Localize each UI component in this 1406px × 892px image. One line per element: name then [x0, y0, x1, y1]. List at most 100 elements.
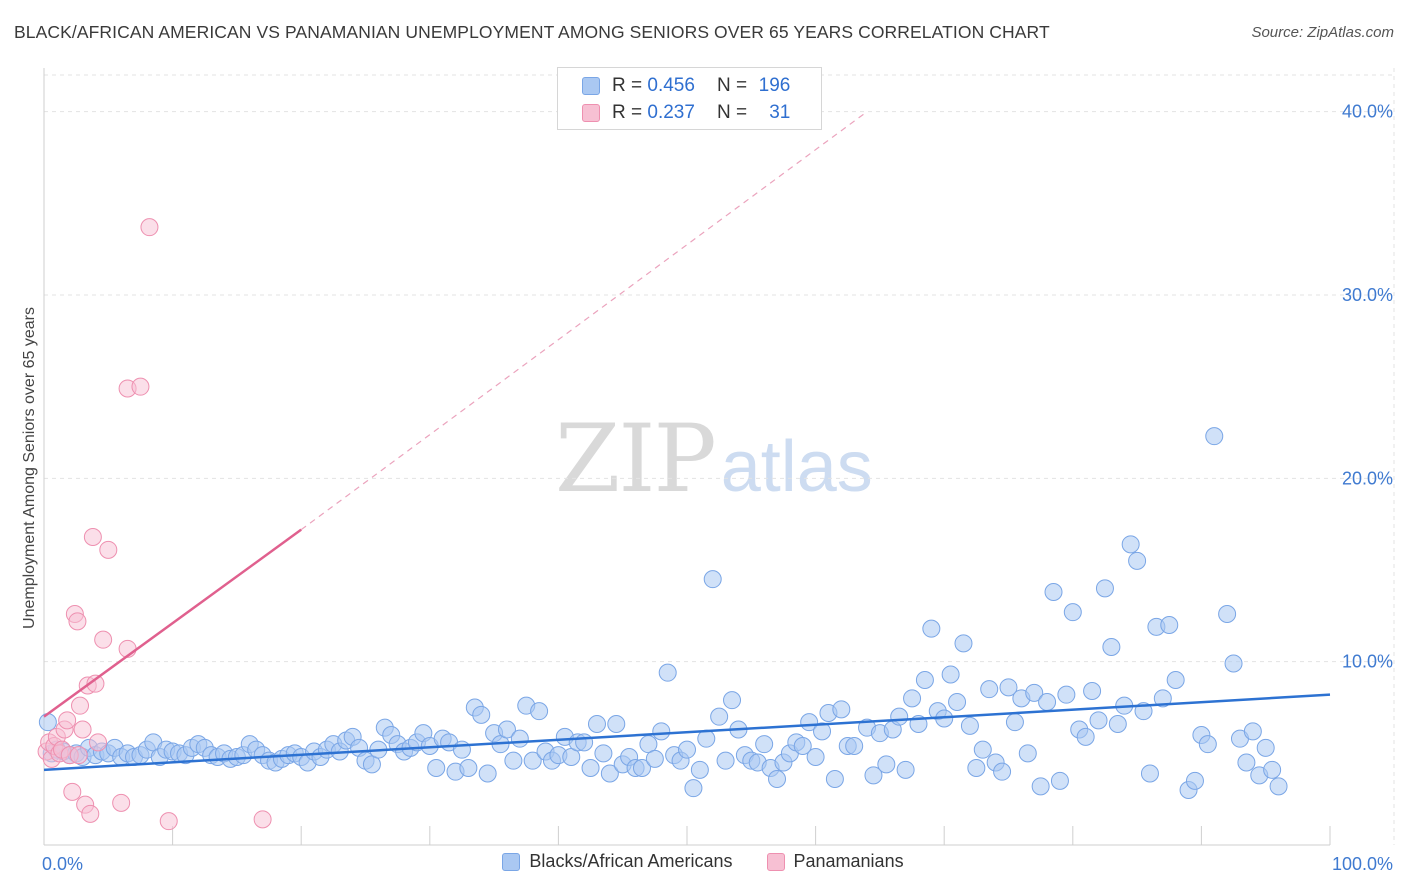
blue-point	[967, 759, 986, 777]
blue-point	[587, 715, 606, 733]
blue-point	[1044, 583, 1063, 601]
blue-point	[523, 751, 542, 770]
blue-point	[825, 770, 844, 788]
stats-r-label: R =	[612, 75, 643, 96]
x-tick-label: 0.0%	[42, 854, 83, 874]
blue-point	[645, 749, 664, 768]
y-tick-label: 30.0%	[1342, 285, 1393, 305]
blue-point	[999, 678, 1018, 697]
blue-point	[922, 619, 941, 638]
blue-point	[723, 691, 742, 710]
stats-n-value: 196	[758, 75, 791, 96]
blue-point	[1063, 603, 1082, 622]
legend-swatch-blue	[502, 852, 521, 871]
blue-point	[703, 570, 722, 589]
blue-point	[954, 634, 973, 653]
blue-point	[1140, 764, 1159, 783]
stats-row-blacks: R = 0.456 N = 196	[582, 73, 790, 99]
pink-point	[112, 793, 131, 812]
stats-swatch-blue	[582, 77, 600, 95]
stats-swatch-pink	[582, 104, 600, 122]
pink-point	[86, 674, 105, 693]
blue-point	[973, 740, 992, 759]
blue-point	[1018, 744, 1037, 763]
blue-point	[993, 762, 1012, 781]
blue-point	[793, 737, 812, 755]
blue-point	[813, 722, 832, 741]
blue-trend-line	[43, 693, 1331, 772]
pink-point	[140, 218, 159, 237]
blue-point	[607, 715, 626, 733]
pink-point	[73, 720, 92, 739]
blue-point	[845, 737, 864, 755]
y-tick-label: 40.0%	[1342, 102, 1393, 122]
blue-point	[1237, 753, 1256, 772]
blue-point	[1205, 427, 1224, 446]
blue-point	[1263, 760, 1282, 779]
pink-point	[99, 540, 118, 559]
pink-point	[94, 630, 113, 649]
blue-point	[1050, 771, 1069, 790]
legend-swatch-pink	[766, 852, 785, 871]
blue-point	[472, 705, 491, 724]
blue-point	[530, 702, 549, 721]
blue-point	[1108, 715, 1127, 733]
blue-point	[1256, 738, 1275, 757]
watermark: ZIPatlas	[555, 405, 873, 514]
stats-n-label: N =	[716, 102, 748, 123]
blue-point	[1025, 683, 1044, 702]
y-tick-label: 20.0%	[1342, 468, 1393, 488]
blue-point	[600, 764, 619, 783]
blue-point	[427, 759, 446, 777]
pink-point	[89, 733, 108, 752]
blue-point	[594, 744, 613, 763]
blue-point	[1005, 713, 1024, 732]
blue-point	[478, 764, 497, 783]
y-axis-label: Unemployment Among Seniors over 65 years	[21, 307, 38, 629]
blue-point	[1218, 605, 1237, 623]
blue-point	[877, 755, 896, 774]
blue-point	[1121, 535, 1140, 554]
blue-point	[38, 713, 57, 732]
blue-point	[1095, 579, 1114, 598]
legend-label-blacks: Blacks/African Americans	[529, 851, 733, 871]
pink-point	[69, 746, 88, 765]
blue-point	[1160, 616, 1179, 634]
blue-point	[1089, 711, 1108, 730]
source-label: Source: ZipAtlas.com	[1251, 24, 1394, 41]
blue-point	[948, 693, 967, 711]
pink-point	[253, 810, 272, 829]
y-tick-label: 10.0%	[1342, 652, 1393, 672]
blue-point	[1243, 722, 1262, 741]
blue-point	[678, 740, 696, 759]
legend-item-panamanians: Panamanians	[766, 851, 904, 872]
blue-point	[684, 779, 703, 798]
blue-point	[1038, 693, 1057, 711]
stats-r-label: R =	[612, 102, 643, 123]
blue-point	[652, 722, 671, 741]
blue-point	[806, 748, 825, 766]
blue-point	[1166, 671, 1185, 689]
watermark-atlas: atlas	[720, 427, 873, 507]
legend-label-panamanians: Panamanians	[793, 851, 904, 871]
blue-point	[497, 720, 516, 739]
chart-title: BLACK/AFRICAN AMERICAN VS PANAMANIAN UNE…	[14, 22, 1050, 42]
pink-point	[63, 782, 82, 801]
stats-n-label: N =	[716, 75, 748, 96]
stats-r-value: 0.237	[647, 102, 695, 123]
blue-point	[632, 759, 651, 777]
blue-point	[1269, 777, 1288, 796]
pink-point	[159, 812, 178, 831]
pink-point	[81, 804, 100, 823]
blue-point	[941, 665, 960, 684]
blue-point	[658, 663, 677, 682]
legend-item-blacks: Blacks/African Americans	[502, 851, 733, 872]
blue-point	[1153, 689, 1172, 708]
blue-point	[755, 735, 774, 754]
blue-point	[452, 740, 471, 759]
blue-point	[581, 759, 600, 777]
pink-point	[131, 377, 150, 396]
blue-point	[1031, 777, 1050, 796]
blue-point	[1224, 654, 1243, 673]
